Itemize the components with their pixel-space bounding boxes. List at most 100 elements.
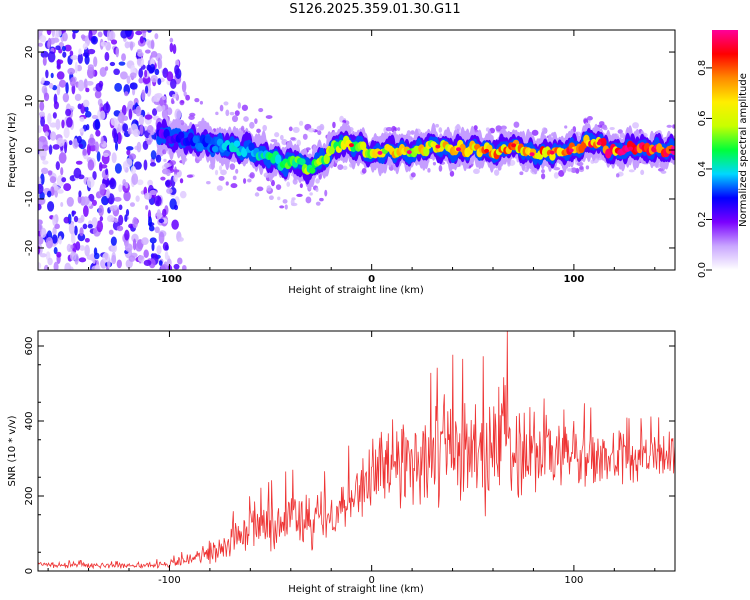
band-scatter <box>216 185 223 192</box>
band-peak <box>628 146 634 151</box>
noise-blob <box>48 144 53 155</box>
noise-blob <box>166 71 174 82</box>
noise-blob <box>159 58 163 69</box>
noise-blob <box>135 195 140 202</box>
noise-blob <box>60 167 64 176</box>
noise-blob <box>116 225 124 232</box>
noise-blob <box>146 64 151 71</box>
noise-blob <box>43 92 50 102</box>
band-scatter <box>275 184 282 190</box>
noise-blob <box>169 37 174 43</box>
noise-blob <box>173 174 178 183</box>
noise-blob <box>71 84 76 95</box>
noise-blob <box>154 33 159 40</box>
noise-blob <box>75 241 81 251</box>
band-scatter <box>361 167 367 174</box>
noise-blob <box>47 170 53 176</box>
noise-blob <box>116 132 122 145</box>
noise-blob <box>52 85 58 91</box>
band-scatter <box>218 175 225 181</box>
noise-blob <box>150 39 155 50</box>
noise-blob <box>39 30 43 34</box>
band-scatter <box>254 118 258 125</box>
noise-blob <box>100 183 106 190</box>
noise-blob <box>108 30 116 41</box>
noise-blob <box>73 167 82 179</box>
noise-blob <box>56 251 62 258</box>
noise-blob <box>179 178 184 184</box>
band-scatter <box>243 178 247 184</box>
band-scatter <box>579 165 584 170</box>
noise-blob <box>69 251 77 261</box>
noise-blob <box>96 151 101 162</box>
band-scatter <box>185 94 191 101</box>
noise-blob <box>92 170 97 180</box>
noise-blob <box>80 34 86 40</box>
noise-blob <box>106 214 115 223</box>
colorbar-tick-label: 0.6 <box>697 110 708 126</box>
snr-x-label: Height of straight line (km) <box>288 584 424 595</box>
band-scatter <box>215 111 219 116</box>
noise-blob <box>139 36 144 44</box>
band-scatter <box>473 168 480 175</box>
noise-blob <box>93 56 98 68</box>
noise-blob <box>111 152 117 164</box>
noise-blob <box>132 216 139 229</box>
noise-blob <box>38 223 43 232</box>
noise-blob <box>38 111 45 117</box>
noise-blob <box>137 255 145 263</box>
band-scatter <box>494 169 500 176</box>
noise-blob <box>127 100 134 111</box>
noise-blob <box>128 223 134 229</box>
noise-blob <box>52 186 61 191</box>
band-scatter <box>567 168 573 172</box>
noise-blob <box>113 204 118 210</box>
noise-blob <box>110 243 118 253</box>
noise-blob <box>40 116 46 127</box>
band-scatter <box>162 149 167 155</box>
band-scatter <box>519 171 524 176</box>
noise-blob <box>38 203 42 211</box>
noise-blob <box>44 131 49 137</box>
noise-blob <box>149 131 155 136</box>
noise-blob <box>61 45 66 52</box>
noise-blob <box>49 122 58 128</box>
noise-blob <box>87 159 95 171</box>
noise-blob <box>82 42 88 50</box>
noise-blob <box>45 69 49 79</box>
noise-blob <box>61 177 67 183</box>
noise-blob <box>85 124 90 131</box>
noise-blob <box>39 101 45 112</box>
noise-blob <box>88 144 97 152</box>
noise-blob <box>53 246 58 255</box>
band-scatter <box>317 130 322 136</box>
band-segment <box>192 135 199 144</box>
noise-blob <box>41 77 45 84</box>
noise-blob <box>64 262 72 270</box>
noise-blob <box>141 237 149 245</box>
noise-blob <box>86 176 95 189</box>
noise-blob <box>181 264 187 270</box>
noise-blob <box>102 252 110 263</box>
noise-blob <box>141 89 146 101</box>
band-segment <box>309 167 316 174</box>
band-scatter <box>188 115 195 120</box>
noise-blob <box>47 40 51 49</box>
band-scatter <box>449 170 455 177</box>
noise-blob <box>66 117 73 128</box>
band-segment <box>600 137 607 147</box>
noise-blob <box>155 105 163 112</box>
band-scatter <box>298 120 304 126</box>
noise-blob <box>124 243 133 252</box>
band-scatter <box>500 125 507 130</box>
x-tick-label: -100 <box>157 274 182 285</box>
noise-blob <box>118 184 123 193</box>
noise-blob <box>38 125 42 134</box>
noise-blob <box>123 190 131 202</box>
band-scatter <box>585 165 590 170</box>
band-scatter <box>288 126 293 132</box>
noise-blob <box>105 101 109 111</box>
noise-blob <box>113 196 122 202</box>
snr-frame <box>37 330 676 572</box>
band-scatter <box>160 176 166 181</box>
